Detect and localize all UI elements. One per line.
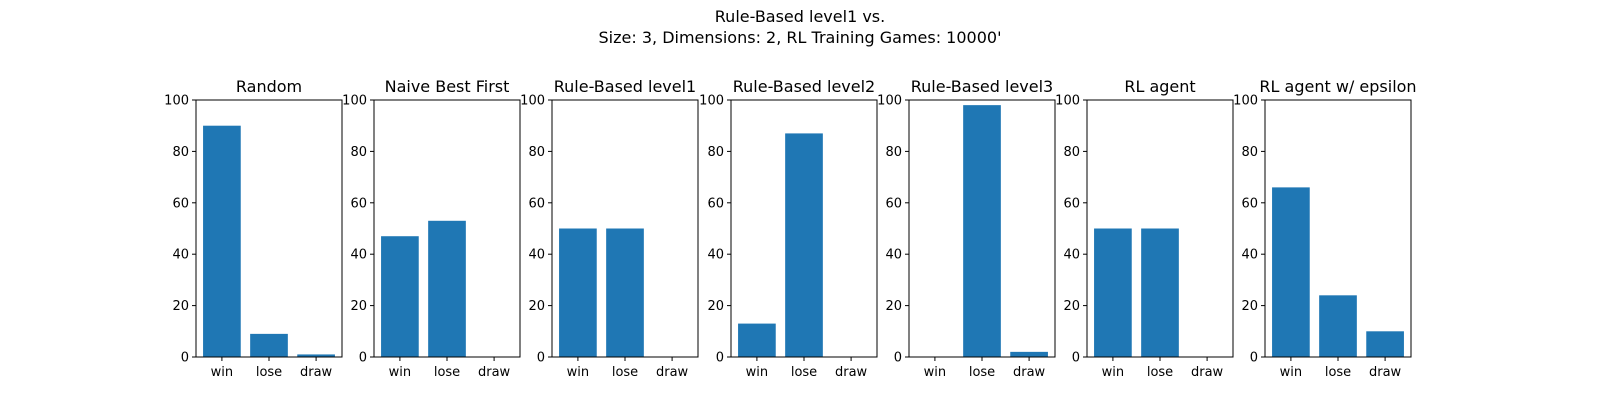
y-tick-label: 60 xyxy=(350,196,367,211)
x-tick-label: lose xyxy=(969,365,995,380)
x-tick-label: win xyxy=(924,365,946,380)
y-tick-label: 100 xyxy=(1233,94,1258,109)
y-tick-label: 60 xyxy=(172,196,189,211)
subplot-title: Random xyxy=(236,77,302,96)
subplot-title: Rule-Based level2 xyxy=(733,77,875,96)
x-tick-label: win xyxy=(211,365,233,380)
y-tick-label: 40 xyxy=(1063,248,1080,263)
y-tick-label: 20 xyxy=(885,299,902,314)
y-tick-label: 0 xyxy=(537,351,545,366)
x-tick-label: lose xyxy=(1325,365,1351,380)
bar-lose xyxy=(1319,295,1357,357)
x-tick-label: lose xyxy=(1147,365,1173,380)
y-tick-label: 20 xyxy=(172,299,189,314)
x-tick-label: win xyxy=(567,365,589,380)
bar-draw xyxy=(1010,351,1048,357)
x-tick-label: lose xyxy=(434,365,460,380)
y-tick-label: 80 xyxy=(1063,145,1080,160)
bar-lose xyxy=(250,333,288,357)
bar-lose xyxy=(606,228,644,357)
subplot-3: Rule-Based level1 0 20 40 60 80 100 win lose draw xyxy=(520,77,699,380)
y-tick-label: 40 xyxy=(350,248,367,263)
subplot-title: Rule-Based level3 xyxy=(911,77,1053,96)
y-tick-label: 40 xyxy=(885,248,902,263)
bar-win xyxy=(1094,228,1132,357)
subplot-title: Rule-Based level1 xyxy=(554,77,696,96)
x-tick-label: draw xyxy=(1013,365,1046,380)
y-tick-label: 80 xyxy=(1241,145,1258,160)
subplot-2: Naive Best First 0 20 40 60 80 100 win lose draw xyxy=(342,77,521,380)
bar-lose xyxy=(963,105,1001,357)
y-tick-label: 0 xyxy=(181,351,189,366)
bar-win xyxy=(1272,187,1310,357)
x-tick-label: win xyxy=(1280,365,1302,380)
y-tick-label: 20 xyxy=(528,299,545,314)
y-tick-label: 60 xyxy=(885,196,902,211)
x-tick-label: win xyxy=(1102,365,1124,380)
figure-title-line2: Size: 3, Dimensions: 2, RL Training Game… xyxy=(599,28,1002,47)
bar-win xyxy=(559,228,597,357)
y-tick-label: 60 xyxy=(1241,196,1258,211)
y-tick-label: 20 xyxy=(350,299,367,314)
bar-lose xyxy=(428,220,466,357)
x-tick-label: draw xyxy=(835,365,868,380)
subplot-4: Rule-Based level2 0 20 40 60 80 100 win lose draw xyxy=(699,77,878,380)
x-tick-label: lose xyxy=(791,365,817,380)
bar-draw xyxy=(1366,331,1404,357)
bar-draw xyxy=(297,354,335,357)
y-tick-label: 100 xyxy=(1055,94,1080,109)
subplot-title: RL agent w/ epsilon xyxy=(1259,77,1416,96)
y-tick-label: 20 xyxy=(1241,299,1258,314)
y-tick-label: 80 xyxy=(885,145,902,160)
y-tick-label: 40 xyxy=(528,248,545,263)
x-tick-label: lose xyxy=(612,365,638,380)
subplot-1: Random 0 20 40 60 80 100 win lose draw xyxy=(164,77,343,380)
y-tick-label: 20 xyxy=(1063,299,1080,314)
y-tick-label: 100 xyxy=(699,94,724,109)
y-tick-label: 0 xyxy=(1072,351,1080,366)
y-tick-label: 100 xyxy=(877,94,902,109)
x-tick-label: draw xyxy=(478,365,511,380)
x-tick-label: draw xyxy=(656,365,689,380)
y-tick-label: 0 xyxy=(1250,351,1258,366)
y-tick-label: 60 xyxy=(1063,196,1080,211)
bar-win xyxy=(738,323,776,357)
y-tick-label: 100 xyxy=(342,94,367,109)
x-tick-label: draw xyxy=(1369,365,1402,380)
y-tick-label: 60 xyxy=(528,196,545,211)
y-tick-label: 40 xyxy=(707,248,724,263)
bar-lose xyxy=(785,133,823,357)
y-tick-label: 0 xyxy=(894,351,902,366)
y-tick-label: 80 xyxy=(172,145,189,160)
y-tick-label: 0 xyxy=(716,351,724,366)
y-tick-label: 20 xyxy=(707,299,724,314)
x-tick-label: win xyxy=(746,365,768,380)
y-tick-label: 100 xyxy=(164,94,189,109)
subplot-5: Rule-Based level3 0 20 40 60 80 100 win lose draw xyxy=(877,77,1056,380)
bar-win xyxy=(203,125,241,357)
x-tick-label: win xyxy=(389,365,411,380)
subplot-6: RL agent 0 20 40 60 80 100 win lose draw xyxy=(1055,77,1234,380)
y-tick-label: 40 xyxy=(1241,248,1258,263)
y-tick-label: 80 xyxy=(350,145,367,160)
subplot-title: RL agent xyxy=(1124,77,1195,96)
bar-win xyxy=(381,236,419,357)
y-tick-label: 40 xyxy=(172,248,189,263)
subplot-7: RL agent w/ epsilon 0 20 40 60 80 100 win lose dr… xyxy=(1233,77,1416,380)
x-tick-label: lose xyxy=(256,365,282,380)
y-tick-label: 80 xyxy=(707,145,724,160)
y-tick-label: 100 xyxy=(520,94,545,109)
figure-title-line1: Rule-Based level1 vs. xyxy=(715,7,885,26)
subplot-title: Naive Best First xyxy=(385,77,510,96)
y-tick-label: 80 xyxy=(528,145,545,160)
x-tick-label: draw xyxy=(300,365,333,380)
y-tick-label: 60 xyxy=(707,196,724,211)
bar-lose xyxy=(1141,228,1179,357)
x-tick-label: draw xyxy=(1191,365,1224,380)
y-tick-label: 0 xyxy=(359,351,367,366)
